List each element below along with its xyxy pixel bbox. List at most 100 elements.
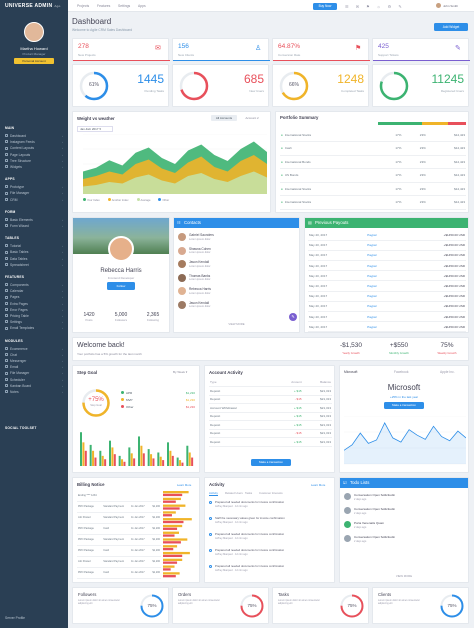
table-row[interactable]: ● Cash 17% 23% $12,423 bbox=[280, 141, 466, 156]
top-icons[interactable]: ☰ ✉ ⚑ ☼ ⚙ ✎ bbox=[345, 3, 405, 9]
sidebar-item-features-7[interactable]: Email Templates › bbox=[5, 326, 63, 331]
sidebar-item-features-1[interactable]: Calendar › bbox=[5, 289, 63, 294]
table-row[interactable]: PRO Package Cash 11 Jan 2017 $1,200 bbox=[77, 545, 161, 557]
sidebar-item-tables-0[interactable]: Tutorial › bbox=[5, 244, 63, 249]
add-contact-icon[interactable]: ✎ bbox=[289, 313, 297, 321]
table-row[interactable]: ● International Stocks 17% 23% $12,423 bbox=[280, 195, 466, 210]
sidebar-item-modules-7[interactable]: Notes › bbox=[5, 390, 63, 395]
table-row[interactable]: Deposit + $15 $21,313 bbox=[209, 420, 332, 430]
table-row[interactable]: May 20, 2017 Paypal +$1450.00 USD bbox=[308, 311, 466, 323]
table-row[interactable]: PRO Package Standard Payment 11 Jan 2017 $1… bbox=[77, 501, 161, 513]
contacts-view-more[interactable]: VIEW MORE bbox=[228, 322, 245, 326]
sidebar-item-tables-3[interactable]: Spreadsheet › bbox=[5, 263, 63, 268]
sidebar-item-modules-4[interactable]: File Manager › bbox=[5, 371, 63, 376]
table-row[interactable]: May 20, 2017 Paypal +$1450.00 USD bbox=[308, 280, 466, 292]
tab-microsoft[interactable]: Microsoft bbox=[344, 370, 358, 374]
todo-item[interactable]: Conversation Open Sollicitudin 2 days ago bbox=[344, 534, 464, 546]
table-row[interactable]: May 20, 2017 Paypal +$1450.00 USD bbox=[308, 321, 466, 333]
table-row[interactable]: ● International Bonds 17% 23% $12,423 bbox=[280, 155, 466, 169]
sidebar-item-features-6[interactable]: Settings › bbox=[5, 320, 63, 325]
sidebar-item-apps-2[interactable]: CRM › bbox=[5, 198, 63, 203]
sidebar-item-modules-3[interactable]: Email › bbox=[5, 365, 63, 370]
topnav-features[interactable]: Features bbox=[97, 4, 111, 8]
user-name[interactable]: John Smith bbox=[443, 4, 459, 8]
topnav-settings[interactable]: Settings bbox=[118, 4, 131, 8]
activity-tab[interactable]: Activity bbox=[209, 491, 218, 496]
table-row[interactable]: Deposit + $15 $21,313 bbox=[209, 437, 332, 447]
sidebar-item-modules-2[interactable]: Messenger › bbox=[5, 359, 63, 364]
tab-apple[interactable]: Apple Inc. bbox=[440, 370, 455, 374]
sidebar-item-apps-0[interactable]: Prototype › bbox=[5, 185, 63, 190]
sidebar-item-features-5[interactable]: Pricing Table › bbox=[5, 314, 63, 319]
contact-item[interactable]: Gabriel Saunders Lorem ipsum dolor bbox=[178, 232, 295, 244]
contact-item[interactable]: Jason Kendall Lorem ipsum dolor bbox=[178, 300, 295, 312]
sidebar-item-modules-6[interactable]: Kanban Board › bbox=[5, 384, 63, 389]
activity-learn-more[interactable]: Learn More bbox=[311, 483, 326, 487]
sidebar-item-features-4[interactable]: Error Pages › bbox=[5, 308, 63, 313]
table-row[interactable]: May 20, 2017 Paypal +$1450.00 USD bbox=[308, 291, 466, 302]
table-row[interactable]: PRO Package Cash 11 Jan 2017 $1,200 bbox=[77, 567, 161, 579]
table-row[interactable]: Deposit + $15 $21,313 bbox=[209, 412, 332, 421]
todo-view-more[interactable]: VIEW MORE bbox=[395, 574, 413, 578]
table-row[interactable]: Deposit - $15 $21,313 bbox=[209, 429, 332, 438]
table-row[interactable]: May 20, 2017 Paypal +$1450.00 USD bbox=[308, 260, 466, 272]
table-row[interactable]: ● International Stocks 17% 23% $12,423 bbox=[280, 182, 466, 196]
contact-item[interactable]: Jason Kendall Lorem ipsum dolor bbox=[178, 259, 295, 271]
todo-item[interactable]: Conversation Open Sollicitudin 2 days ago bbox=[344, 492, 464, 504]
ms-transaction-button[interactable]: Make a transaction bbox=[384, 402, 424, 409]
todo-item[interactable]: Conversation Open Sollicitudin 2 days ago bbox=[344, 506, 464, 518]
table-row[interactable]: May 20, 2017 Paypal +$1450.00 USD bbox=[308, 240, 466, 251]
sidebar-item-main-4[interactable]: Tree Structure › bbox=[5, 159, 63, 164]
billing-learn-more[interactable]: Learn More bbox=[177, 483, 192, 487]
sidebar-item-apps-1[interactable]: File Manager › bbox=[5, 191, 63, 196]
table-row[interactable]: Job Posted Standard Payment 11 Jan 2017 $1,… bbox=[77, 556, 161, 568]
table-row[interactable]: Account Withdrawal + $15 $21,313 bbox=[209, 403, 332, 413]
sidebar-item-form-1[interactable]: Form Wizard › bbox=[5, 224, 63, 229]
table-row[interactable]: May 20, 2017 Paypal +$1450.00 USD bbox=[308, 270, 466, 282]
sidebar-item-main-5[interactable]: Widgets › bbox=[5, 165, 63, 170]
sidebar-item-form-0[interactable]: Basic Elements › bbox=[5, 218, 63, 223]
table-row[interactable]: May 20, 2017 Paypal +$1450.00 USD bbox=[308, 230, 466, 241]
make-transaction-button[interactable]: Make a transaction bbox=[251, 459, 291, 466]
contact-item[interactable]: Rebecca Harris Lorem ipsum dolor bbox=[178, 286, 295, 298]
table-row[interactable]: PRO Package Cash 11 Jan 2017 $1,200 bbox=[77, 523, 161, 535]
sidebar-item-modules-5[interactable]: Scheduler › bbox=[5, 378, 63, 383]
sidebar-item-features-0[interactable]: Components › bbox=[5, 283, 63, 288]
personal-account-button[interactable]: Personal Account bbox=[14, 58, 54, 64]
todo-item[interactable]: Porta Venenatis Quam 2 days ago bbox=[344, 520, 464, 532]
server-profile-item[interactable]: Server Profile bbox=[5, 616, 63, 621]
sidebar-item-main-0[interactable]: Dashboard › bbox=[5, 134, 63, 139]
avatar[interactable] bbox=[436, 3, 441, 8]
topnav-apps[interactable]: Apps bbox=[138, 4, 146, 8]
sidebar-item-modules-1[interactable]: Chat › bbox=[5, 353, 63, 358]
contact-item[interactable]: Thomas Banks Lorem ipsum dolor bbox=[178, 273, 295, 285]
profile-avatar[interactable] bbox=[24, 22, 44, 42]
sidebar-item-modules-0[interactable]: Ecommerce › bbox=[5, 347, 63, 352]
buy-now-button[interactable]: Buy Now bbox=[313, 2, 337, 10]
add-widget-button[interactable]: Add Widget bbox=[434, 23, 468, 31]
topnav-projects[interactable]: Projects bbox=[77, 4, 90, 8]
table-row[interactable]: Job Posted Standard Payment 11 Jan 2017 $1,… bbox=[77, 512, 161, 524]
step-goal-select[interactable]: By Week ▾ bbox=[173, 370, 188, 374]
table-row[interactable]: May 20, 2017 Paypal +$1450.00 USD bbox=[308, 301, 466, 313]
contact-item[interactable]: Shawna Cohen Lorem ipsum dolor bbox=[178, 246, 295, 258]
sidebar-item-features-3[interactable]: Extra Pages › bbox=[5, 302, 63, 307]
table-row[interactable]: Ending **** 1234 bbox=[77, 490, 161, 502]
table-row[interactable]: May 20, 2017 Paypal +$1450.00 USD bbox=[308, 250, 466, 262]
table-row[interactable]: ● US Bonds 17% 23% $12,423 bbox=[280, 168, 466, 183]
table-row[interactable]: Deposit - $15 $21,313 bbox=[209, 395, 332, 404]
follow-button[interactable]: Follow bbox=[107, 282, 135, 290]
sidebar-item-tables-1[interactable]: Basic Tables › bbox=[5, 250, 63, 255]
sidebar-item-tables-2[interactable]: Data Tables › bbox=[5, 257, 63, 262]
activity-tab[interactable]: Related Users bbox=[225, 491, 243, 495]
brand-logo[interactable]: UNIVERSE ADMIN Ago bbox=[0, 0, 68, 12]
tab-account-2[interactable]: Account 2 bbox=[245, 116, 259, 120]
sidebar-item-main-3[interactable]: Page Layouts › bbox=[5, 153, 63, 158]
activity-tab[interactable]: Tasks bbox=[245, 491, 253, 495]
table-row[interactable]: PRO Package Standard Payment 11 Jan 2017 $1… bbox=[77, 534, 161, 546]
tab-all-accounts[interactable]: All Accounts bbox=[211, 115, 237, 121]
sidebar-item-features-2[interactable]: Pages › bbox=[5, 295, 63, 300]
activity-tab[interactable]: Customer Interests bbox=[259, 491, 283, 495]
tab-facebook[interactable]: Facebook bbox=[394, 370, 409, 374]
table-row[interactable]: Deposit + $15 $21,313 bbox=[209, 386, 332, 396]
